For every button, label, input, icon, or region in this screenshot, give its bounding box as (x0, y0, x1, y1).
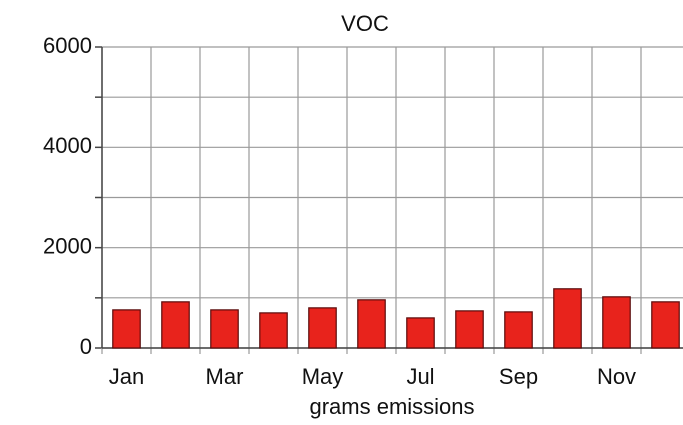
x-tick-label: Mar (206, 364, 244, 389)
x-tick-label: Nov (597, 364, 636, 389)
bar (504, 311, 533, 349)
chart-title: VOC (341, 11, 389, 36)
x-axis-label: grams emissions (309, 394, 474, 419)
x-tick-label: May (302, 364, 344, 389)
x-tick-label: Sep (499, 364, 538, 389)
y-tick-label: 0 (80, 334, 92, 359)
x-tick-label: Jan (109, 364, 144, 389)
bar (210, 309, 239, 349)
y-tick-label: 2000 (43, 233, 92, 258)
bar (357, 299, 386, 349)
y-tick-label: 4000 (43, 133, 92, 158)
bar (406, 317, 435, 349)
bar (259, 312, 288, 349)
x-tick-label: Jul (406, 364, 434, 389)
bar (651, 301, 680, 349)
bar (553, 288, 582, 349)
bar (455, 310, 484, 349)
y-tick-label: 6000 (43, 33, 92, 58)
bar (112, 309, 141, 349)
bar (308, 307, 337, 349)
bar (161, 301, 190, 349)
bar (602, 296, 631, 349)
